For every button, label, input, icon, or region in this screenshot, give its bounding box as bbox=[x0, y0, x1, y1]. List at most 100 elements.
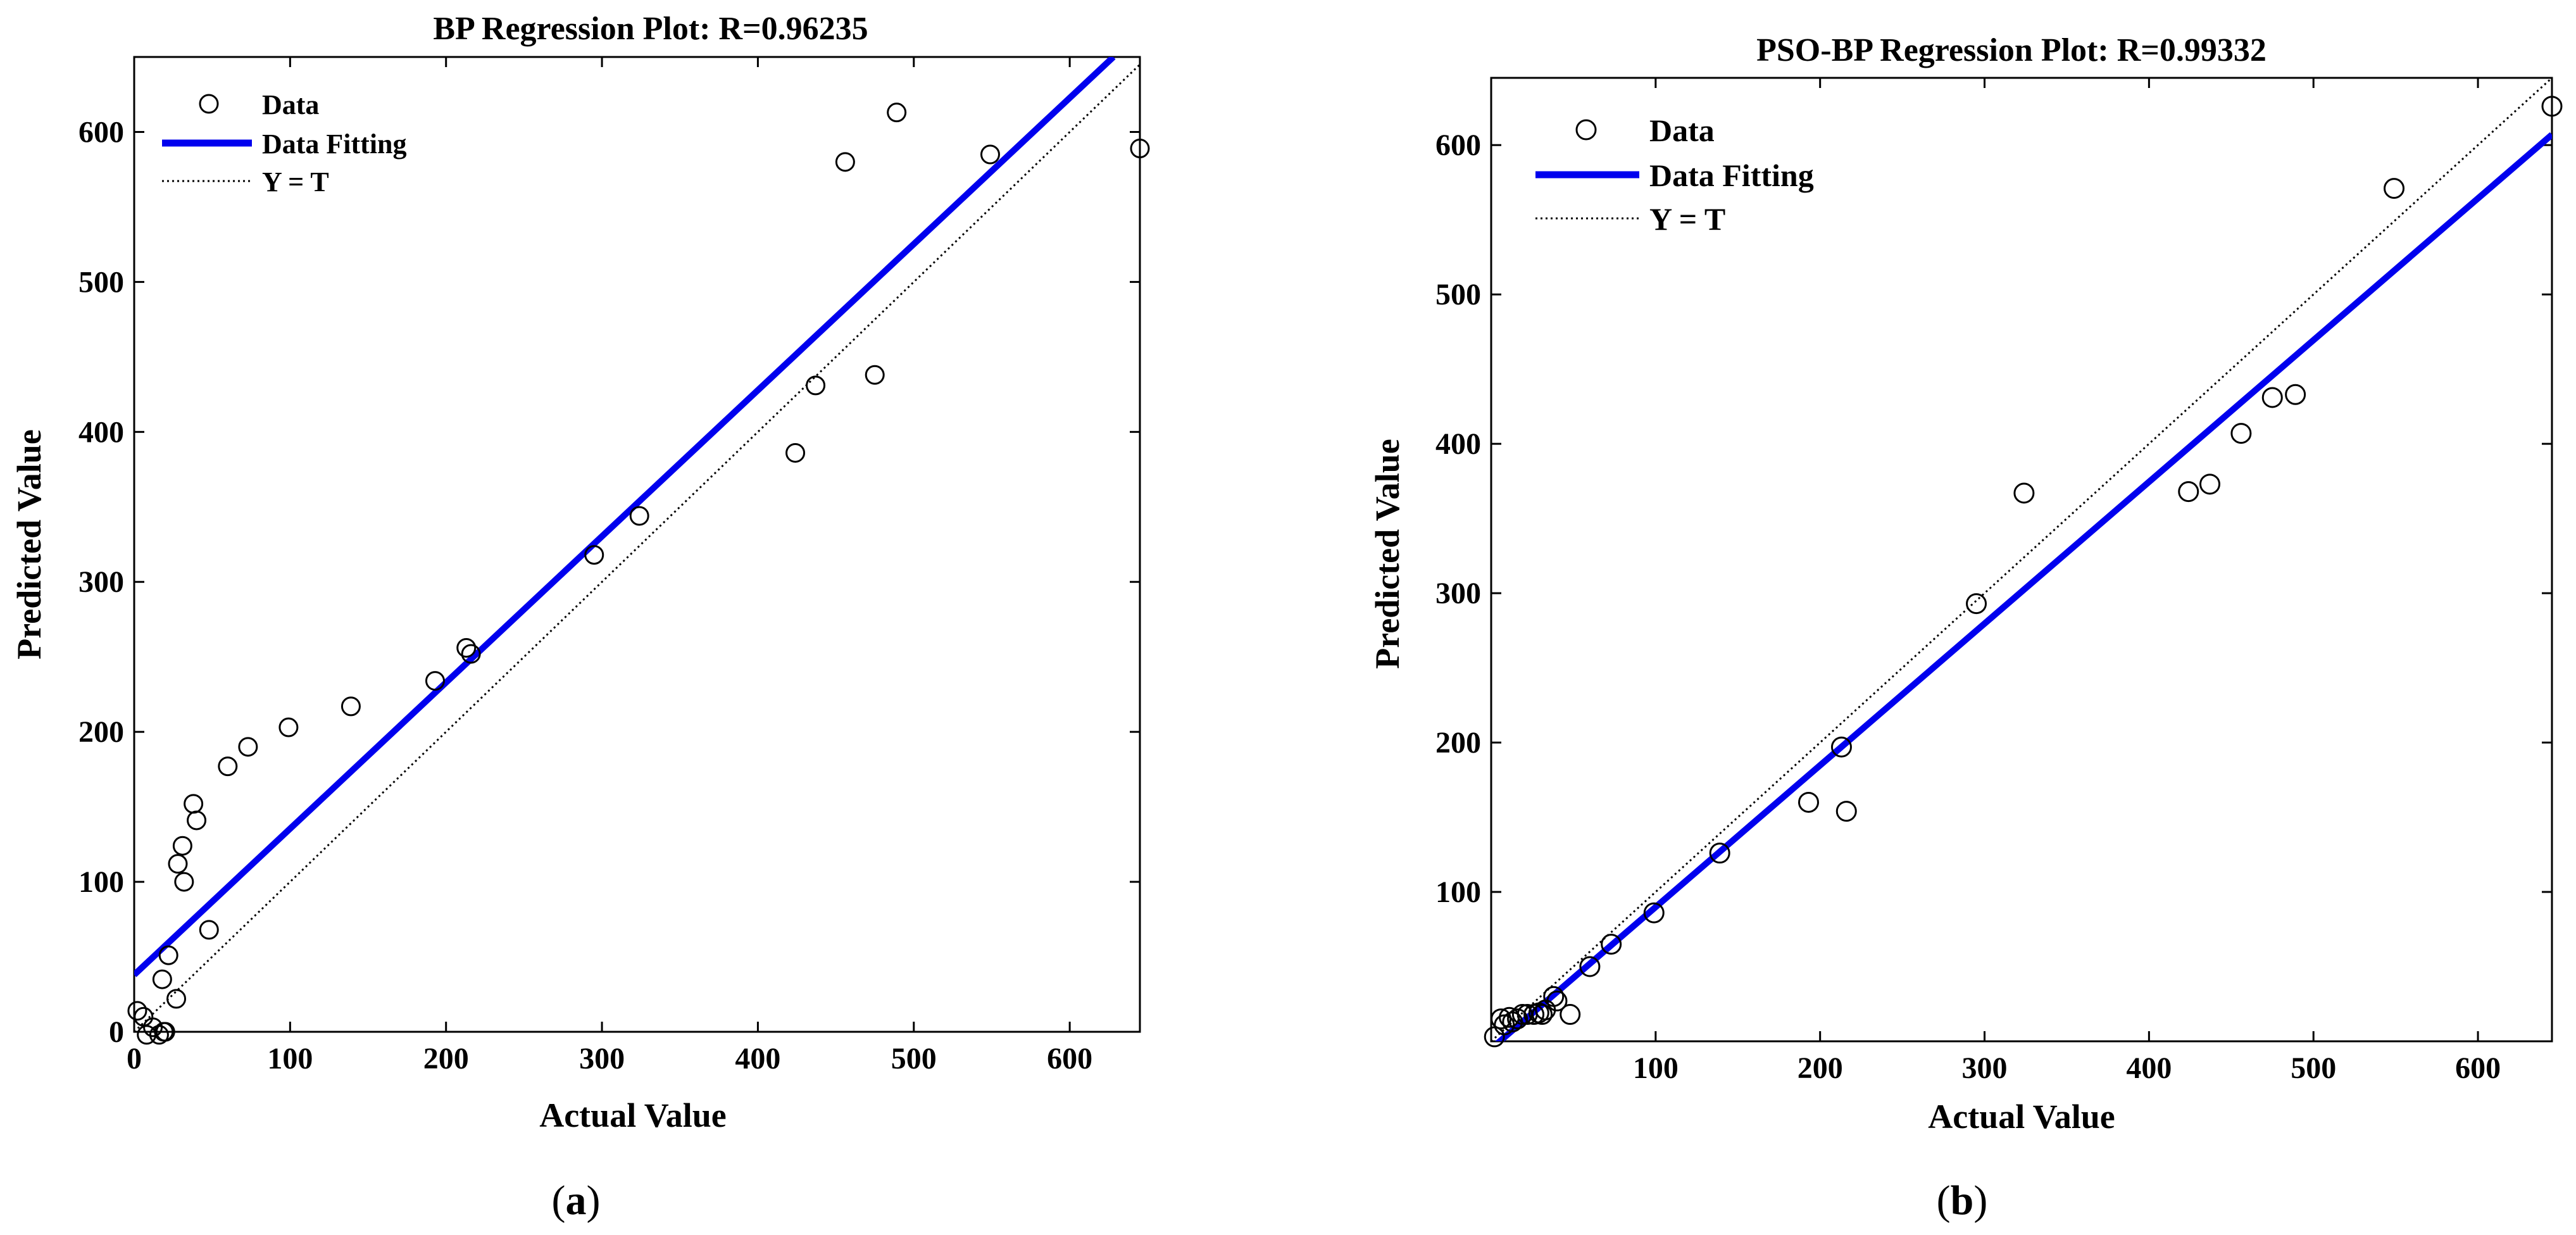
panel-a-x-tick-label: 400 bbox=[735, 1042, 780, 1075]
panel-a-y-tick-labels: 0 100 200 300 400 500 600 bbox=[78, 115, 124, 1049]
data-point bbox=[1830, 736, 1852, 758]
data-point bbox=[835, 152, 855, 172]
panel-b-y-tick-label: 500 bbox=[1435, 278, 1481, 311]
data-point bbox=[238, 737, 258, 757]
panel-b-x-axis-label: Actual Value bbox=[1928, 1098, 2115, 1136]
data-point bbox=[187, 810, 207, 831]
data-point bbox=[127, 1001, 147, 1021]
panel-a-legend: Data Data Fitting Y = T bbox=[162, 89, 407, 197]
panel-a-x-tick-label: 200 bbox=[423, 1042, 469, 1075]
panel-b-plot-frame bbox=[1490, 77, 2553, 1043]
data-point bbox=[629, 506, 649, 526]
panel-a-legend-fit-label: Data Fitting bbox=[262, 129, 407, 160]
panel-a-caption-letter: a bbox=[566, 1177, 587, 1224]
panel-a-x-tick-label: 300 bbox=[579, 1042, 625, 1075]
data-point bbox=[1835, 801, 1857, 822]
data-point bbox=[1543, 986, 1565, 1007]
panel-a: BP Regression Plot: R=0.96235 0 100 200 … bbox=[10, 11, 1150, 1224]
data-point bbox=[172, 836, 192, 856]
data-point bbox=[2384, 178, 2405, 199]
data-point bbox=[2178, 481, 2199, 503]
data-point bbox=[1507, 1008, 1529, 1030]
panel-b-x-tick-labels: 100 200 300 400 500 600 bbox=[1633, 1051, 2501, 1085]
data-point bbox=[152, 969, 172, 989]
panel-a-legend-data-label: Data bbox=[262, 89, 319, 120]
data-point bbox=[1643, 902, 1665, 924]
data-point bbox=[865, 365, 885, 385]
panel-a-y-tick-label: 400 bbox=[78, 415, 124, 449]
panel-b-caption-open: ( bbox=[1937, 1177, 1951, 1224]
data-point bbox=[278, 717, 299, 737]
data-point bbox=[806, 375, 826, 396]
panel-b-y-tick-label: 400 bbox=[1435, 427, 1481, 461]
panel-b-title: PSO-BP Regression Plot: R=0.99332 bbox=[1756, 32, 2267, 68]
panel-b-x-tick-label: 100 bbox=[1633, 1051, 1679, 1085]
y-equals-t-line bbox=[1491, 78, 2552, 1041]
panel-a-y-tick-label: 200 bbox=[78, 715, 124, 749]
panel-b-x-tick-label: 400 bbox=[2126, 1051, 2172, 1085]
data-point bbox=[425, 671, 445, 691]
panel-b-legend-data-label: Data bbox=[1649, 113, 1715, 148]
data-point bbox=[2261, 387, 2283, 408]
data-point bbox=[1546, 990, 1568, 1012]
panel-a-x-tick-label: 500 bbox=[891, 1042, 937, 1075]
panel-b-ticks bbox=[1491, 78, 2552, 1041]
panel-b-legend-yt-label: Y = T bbox=[1649, 201, 1725, 237]
data-point bbox=[1966, 593, 1987, 615]
panel-a-ticks bbox=[133, 57, 1140, 1033]
data-point bbox=[1601, 934, 1622, 955]
panel-b-points bbox=[1484, 96, 2563, 1048]
panel-a-plot-frame bbox=[133, 56, 1141, 1033]
panel-b-x-tick-label: 200 bbox=[1798, 1051, 1843, 1085]
panel-a-y-tick-label: 100 bbox=[78, 865, 124, 899]
panel-b-caption: (b) bbox=[1937, 1177, 1988, 1224]
data-point bbox=[155, 1022, 175, 1042]
data-point bbox=[218, 756, 238, 777]
panel-b-y-axis-label: Predicted Value bbox=[1368, 439, 1406, 669]
y-equals-t-line bbox=[134, 63, 1140, 1032]
panel-b-x-tick-label: 300 bbox=[1962, 1051, 2008, 1085]
panel-b-legend-data-marker bbox=[1575, 119, 1597, 141]
panel-a-caption-close: ) bbox=[587, 1177, 601, 1224]
data-point bbox=[2199, 473, 2221, 495]
panel-b-y-tick-labels: 100 200 300 400 500 600 bbox=[1435, 129, 1481, 909]
panel-a-title: BP Regression Plot: R=0.96235 bbox=[433, 11, 868, 47]
panel-b-legend: Data Data Fitting Y = T bbox=[1535, 113, 1814, 237]
data-point bbox=[158, 945, 178, 965]
panel-b-x-tick-label: 600 bbox=[2455, 1051, 2501, 1085]
panel-a-points bbox=[127, 103, 1150, 1045]
data-point bbox=[584, 545, 604, 565]
data-point bbox=[1798, 791, 1820, 813]
data-point bbox=[1560, 1004, 1581, 1025]
panel-b-lines bbox=[1491, 78, 2552, 1041]
data-point bbox=[2285, 384, 2306, 405]
data-point bbox=[341, 696, 361, 717]
panel-b-legend-fit-label: Data Fitting bbox=[1649, 158, 1814, 193]
data-point bbox=[168, 854, 188, 874]
data-point bbox=[2541, 96, 2563, 117]
panel-b: PSO-BP Regression Plot: R=0.99332 100 20… bbox=[1368, 32, 2563, 1224]
data-point bbox=[887, 103, 907, 123]
data-point bbox=[174, 872, 194, 892]
data-point bbox=[461, 644, 481, 664]
data-point bbox=[199, 920, 219, 940]
data-point bbox=[2230, 423, 2252, 444]
data-point bbox=[1709, 843, 1730, 864]
panel-a-x-tick-label: 100 bbox=[267, 1042, 313, 1075]
panel-b-y-tick-label: 100 bbox=[1435, 875, 1481, 909]
data-point bbox=[1130, 139, 1150, 159]
data-point bbox=[1579, 956, 1601, 977]
data-point bbox=[456, 637, 477, 658]
panel-a-y-tick-label: 600 bbox=[78, 115, 124, 149]
panel-a-x-tick-label: 0 bbox=[127, 1042, 142, 1075]
panel-a-caption: (a) bbox=[552, 1177, 601, 1224]
panel-a-x-axis-label: Actual Value bbox=[539, 1096, 727, 1134]
data-point bbox=[2013, 482, 2035, 504]
data-fitting-line bbox=[1495, 132, 2552, 1041]
data-point bbox=[1532, 1004, 1553, 1025]
panel-a-y-tick-label: 0 bbox=[109, 1015, 124, 1049]
panel-b-x-tick-label: 500 bbox=[2291, 1051, 2336, 1085]
data-point bbox=[166, 989, 187, 1009]
panel-a-caption-open: ( bbox=[552, 1177, 566, 1224]
